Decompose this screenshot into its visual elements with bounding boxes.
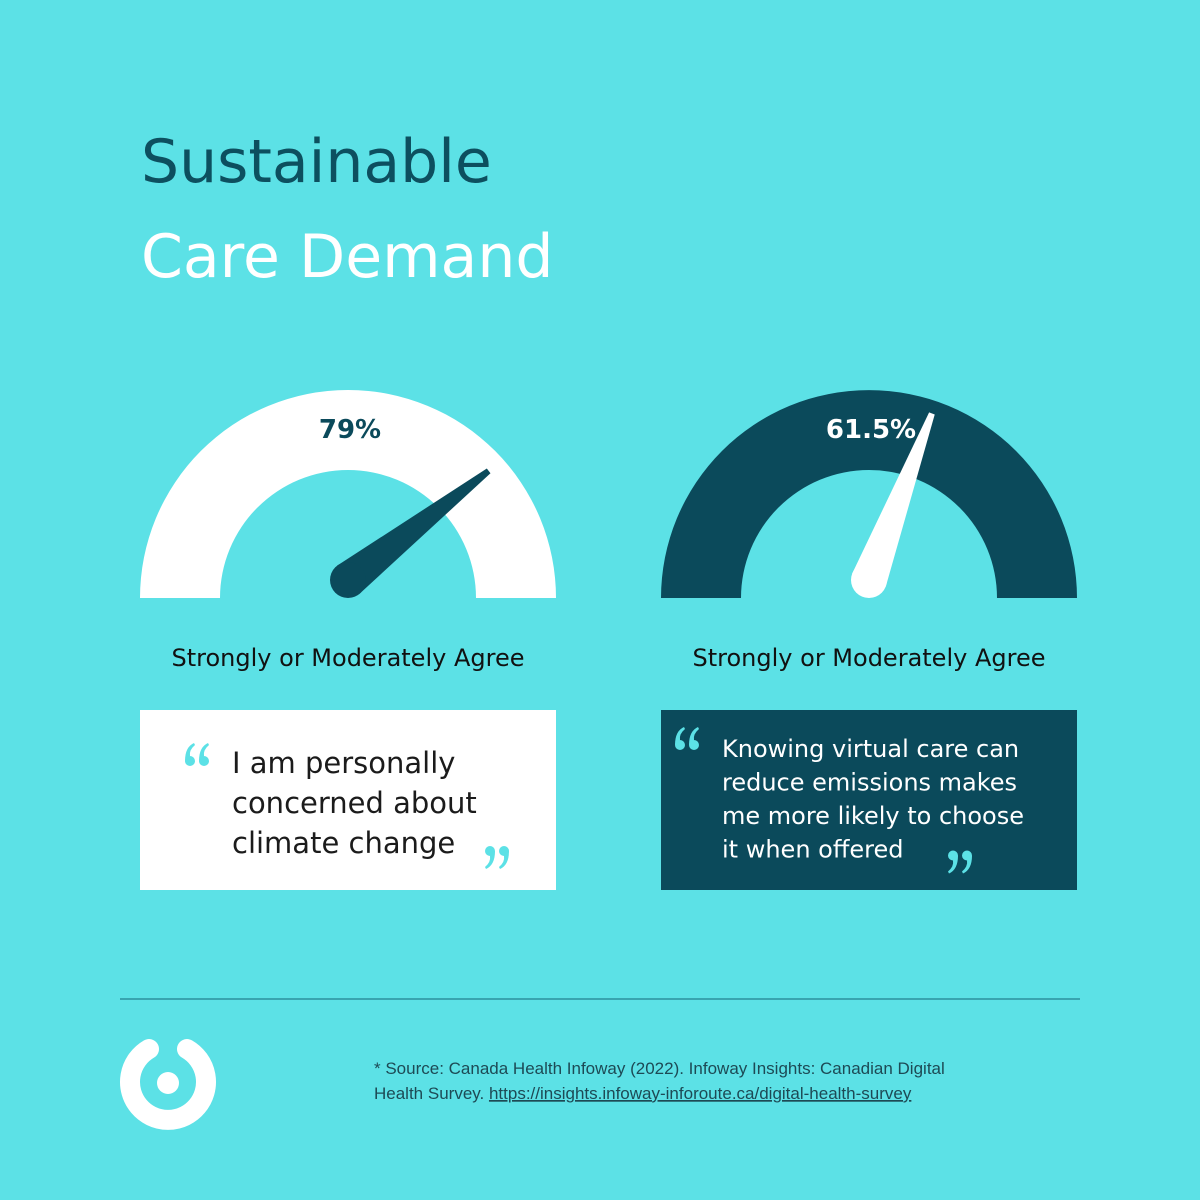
quote-line: me more likely to choose: [722, 802, 1024, 830]
gauge-needle: [851, 412, 935, 598]
quote-line: I am personally: [232, 746, 455, 780]
quote-line: it when offered: [722, 836, 903, 864]
quote-tail: [962, 855, 972, 874]
quote-line: reduce emissions makes: [722, 769, 1017, 797]
gauge-track: [140, 390, 556, 598]
source-text: Health Survey. https://insights.infoway-…: [374, 1084, 912, 1103]
value-label: 61.5%: [826, 415, 916, 445]
quote-box: [661, 710, 1077, 890]
quote-tail: [185, 743, 195, 761]
needle-hub: [851, 562, 887, 598]
close-quote: [948, 850, 972, 874]
source-text: * Source: Canada Health Infoway (2022). …: [374, 1059, 945, 1078]
value-label: 79%: [319, 415, 381, 445]
title-line: Sustainable: [141, 127, 492, 197]
title-line: Care Demand: [141, 222, 553, 292]
source-link[interactable]: https://insights.infoway-inforoute.ca/di…: [489, 1084, 912, 1103]
open-quote: [675, 727, 699, 750]
gauge-track: [661, 390, 1077, 598]
quote-tail: [689, 727, 699, 745]
quote-line: climate change: [232, 826, 455, 860]
gauge-needle: [330, 468, 491, 598]
quote-tail: [675, 727, 685, 745]
needle-hub: [330, 562, 366, 598]
needle-body: [852, 412, 935, 587]
quote-tail: [948, 855, 958, 874]
close-quote: [485, 846, 509, 869]
quote-tail: [199, 743, 209, 761]
source-text: Health Survey.: [374, 1084, 484, 1103]
logo-dot: [157, 1072, 179, 1094]
quote-tail: [485, 851, 495, 869]
gauge-label: Strongly or Moderately Agree: [693, 644, 1046, 672]
quote-tail: [499, 851, 509, 869]
needle-body: [336, 468, 491, 595]
quote-line: concerned about: [232, 786, 477, 820]
gauge-label: Strongly or Moderately Agree: [172, 644, 525, 672]
open-quote: [185, 743, 209, 766]
quote-line: Knowing virtual care can: [722, 735, 1019, 763]
quote-box: [140, 710, 556, 890]
logo: [120, 1039, 216, 1130]
logo-ring: [120, 1039, 216, 1130]
